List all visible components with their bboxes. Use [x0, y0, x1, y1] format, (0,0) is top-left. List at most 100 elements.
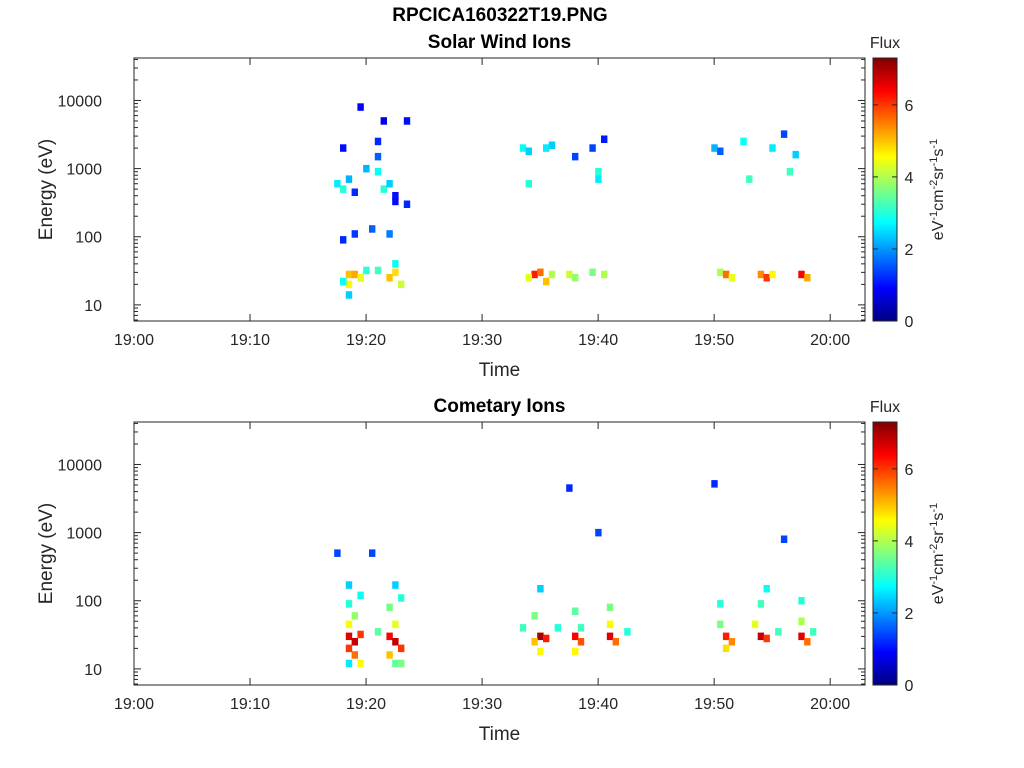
colorbar-label-exponent: -2 [928, 180, 940, 190]
heatmap-cell [345, 644, 353, 653]
x-tick-label: 19:00 [114, 696, 154, 713]
heatmap-cell [577, 624, 585, 632]
heatmap-cell [369, 549, 376, 557]
heatmap-cell [403, 200, 411, 208]
colorbar-label-unit: s [930, 149, 947, 157]
y-tick-label: 100 [75, 594, 102, 611]
heatmap-cell [374, 152, 382, 161]
heatmap-cell [804, 638, 811, 646]
heatmap-cell [374, 266, 382, 275]
solar-wind-panel: 19:00 19:10 19:20 19:30 19:40 19:50 20:00 10 100… [36, 32, 947, 381]
heatmap-cell [722, 270, 730, 279]
heatmap-cell [345, 581, 353, 589]
heatmap-cell [612, 638, 619, 646]
heatmap-cell [398, 644, 405, 653]
colorbar-label-unit: s [930, 513, 947, 521]
heatmap-cell [345, 600, 353, 608]
x-tick-label: 19:20 [346, 332, 386, 349]
y-tick-label: 10 [84, 298, 102, 315]
heatmap-cell [543, 634, 550, 643]
y-axis-label: Energy (eV) [36, 139, 57, 240]
colorbar-label-exponent: -1 [928, 575, 940, 585]
heatmap-cell [606, 632, 614, 641]
heatmap-cell [711, 144, 718, 152]
plot-area [134, 422, 865, 685]
heatmap-cell [537, 268, 544, 277]
y-tick-label: 10000 [58, 457, 103, 474]
heatmap-cell [386, 230, 393, 238]
heatmap-cell [728, 638, 736, 646]
heatmap-cell [572, 607, 579, 615]
heatmap-cell [769, 270, 776, 279]
heatmap-cell [717, 620, 724, 629]
heatmap-cell [398, 594, 405, 602]
heatmap-cell [351, 612, 358, 620]
heatmap-cell [595, 168, 602, 176]
heatmap-cell [601, 270, 608, 279]
heatmap-cell [351, 188, 358, 196]
colorbar-label-unit: sr [930, 530, 947, 544]
x-tick-label: 19:50 [694, 332, 734, 349]
colorbar-label-unit: eV [930, 220, 947, 240]
heatmap-cell [357, 591, 364, 600]
heatmap-cell [543, 144, 550, 152]
cometary-panel: 19:00 19:10 19:20 19:30 19:40 19:50 20:00 10 100… [36, 396, 947, 745]
heatmap-cell [717, 268, 724, 277]
heatmap-cell [374, 137, 382, 146]
x-tick-label: 20:00 [810, 332, 850, 349]
heatmap-cell [757, 270, 765, 279]
heatmap-cell [386, 603, 393, 612]
heatmap-cell [519, 144, 527, 152]
heatmap-cell [769, 144, 776, 152]
panel-title: Cometary Ions [434, 396, 566, 417]
colorbar-label-exponent: -1 [928, 211, 940, 221]
heatmap-cell [340, 185, 347, 193]
panel-title: Solar Wind Ions [428, 32, 571, 53]
colorbar-tick-label: 6 [905, 462, 914, 479]
heatmap-cell [722, 632, 730, 641]
heatmap-cell [386, 632, 393, 641]
heatmap-cell [398, 659, 405, 668]
heatmap-cell [798, 617, 805, 625]
colorbar-tick-label: 4 [905, 534, 914, 551]
colorbar-label-exponent: -1 [928, 157, 940, 167]
heatmap-cell [334, 180, 341, 188]
colorbar-tick-label: 0 [905, 678, 914, 695]
colorbar-label-unit: cm [930, 189, 947, 210]
heatmap-cell [392, 192, 399, 200]
heatmap-cell [572, 152, 579, 161]
heatmap-cell [392, 260, 399, 268]
x-axis-label: Time [479, 360, 521, 381]
x-tick-label: 19:00 [114, 332, 154, 349]
x-tick-label: 20:00 [810, 696, 850, 713]
heatmap-cell [757, 600, 765, 608]
heatmap-cell [572, 274, 579, 282]
heatmap-cell [798, 632, 805, 641]
heatmap-cell [351, 651, 358, 659]
heatmap-cell [525, 147, 532, 155]
heatmap-cell [531, 270, 538, 279]
x-tick-label: 19:40 [578, 332, 618, 349]
heatmap-cells [334, 480, 817, 668]
heatmap-cell [398, 280, 405, 289]
x-tick-label: 19:30 [462, 696, 502, 713]
heatmap-cell [780, 535, 788, 543]
x-axis-label: Time [479, 724, 521, 745]
heatmap-cell [566, 270, 573, 279]
colorbar-label-unit: sr [930, 166, 947, 180]
colorbar-tick-label: 6 [905, 98, 914, 115]
colorbar-label-unit: cm [930, 553, 947, 574]
heatmap-cell [374, 628, 382, 636]
colorbar [872, 57, 898, 322]
heatmap-cell [711, 480, 718, 488]
heatmap-cell [775, 628, 782, 636]
heatmap-cell [537, 632, 544, 641]
heatmap-cells [334, 103, 811, 299]
heatmap-cell [763, 634, 770, 643]
heatmap-cell [357, 659, 364, 668]
x-tick-label: 19:20 [346, 696, 386, 713]
heatmap-cell [392, 659, 399, 668]
colorbar-label-exponent: -1 [928, 139, 940, 149]
heatmap-cell [345, 280, 353, 289]
